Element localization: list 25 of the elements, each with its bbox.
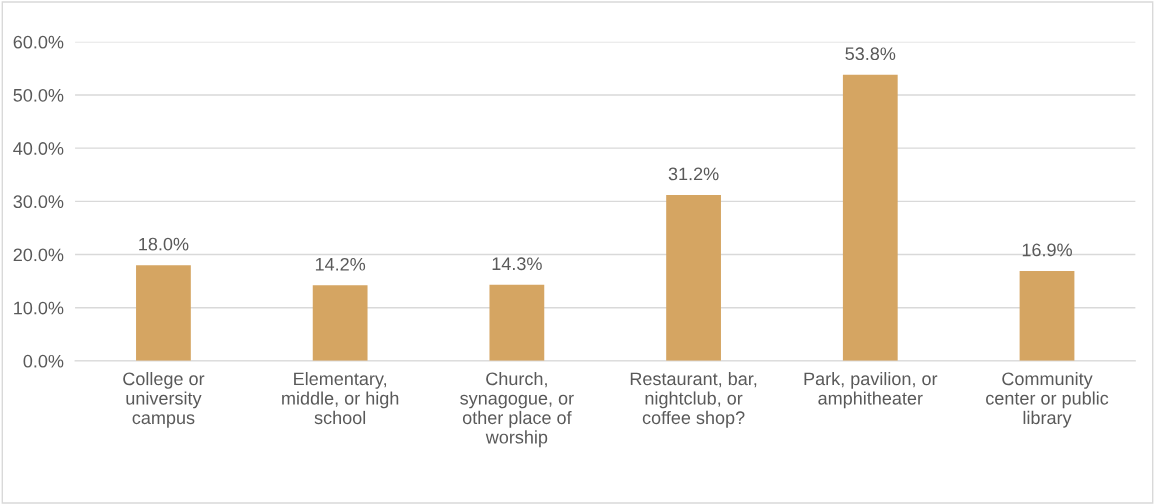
y-tick-label: 10.0% — [14, 301, 64, 315]
x-tick-label: Community center or public library — [986, 371, 1109, 428]
bar — [489, 284, 545, 361]
y-tick-label: 30.0% — [13, 195, 64, 209]
x-tick-label: College or university campus — [123, 371, 205, 428]
data-label: 14.3% — [492, 257, 542, 271]
bar — [312, 285, 368, 361]
data-label: 16.9% — [1022, 243, 1072, 257]
y-tick-label: 60.0% — [13, 35, 64, 49]
y-tick-label: 40.0% — [13, 142, 64, 155]
data-label: 31.2% — [668, 167, 719, 181]
y-tick-label: 0.0% — [23, 354, 64, 368]
bar — [666, 194, 721, 361]
bar — [842, 74, 898, 361]
y-tick-label: 20.0% — [13, 248, 64, 262]
x-tick-label: Church, synagogue, or other place of worship — [460, 371, 574, 448]
data-label: 14.2% — [315, 257, 366, 271]
y-tick-label: 50.0% — [13, 88, 64, 102]
x-tick-label: Elementary, middle, or high school — [282, 371, 399, 425]
x-tick-label: Park, pavilion, or amphitheater — [804, 371, 938, 409]
bar — [136, 265, 191, 361]
data-label: 18.0% — [139, 237, 189, 251]
bar — [1019, 271, 1075, 361]
data-label: 53.8% — [845, 47, 896, 61]
x-tick-label: Restaurant, bar, nightclub, or coffee shop? — [630, 371, 757, 428]
